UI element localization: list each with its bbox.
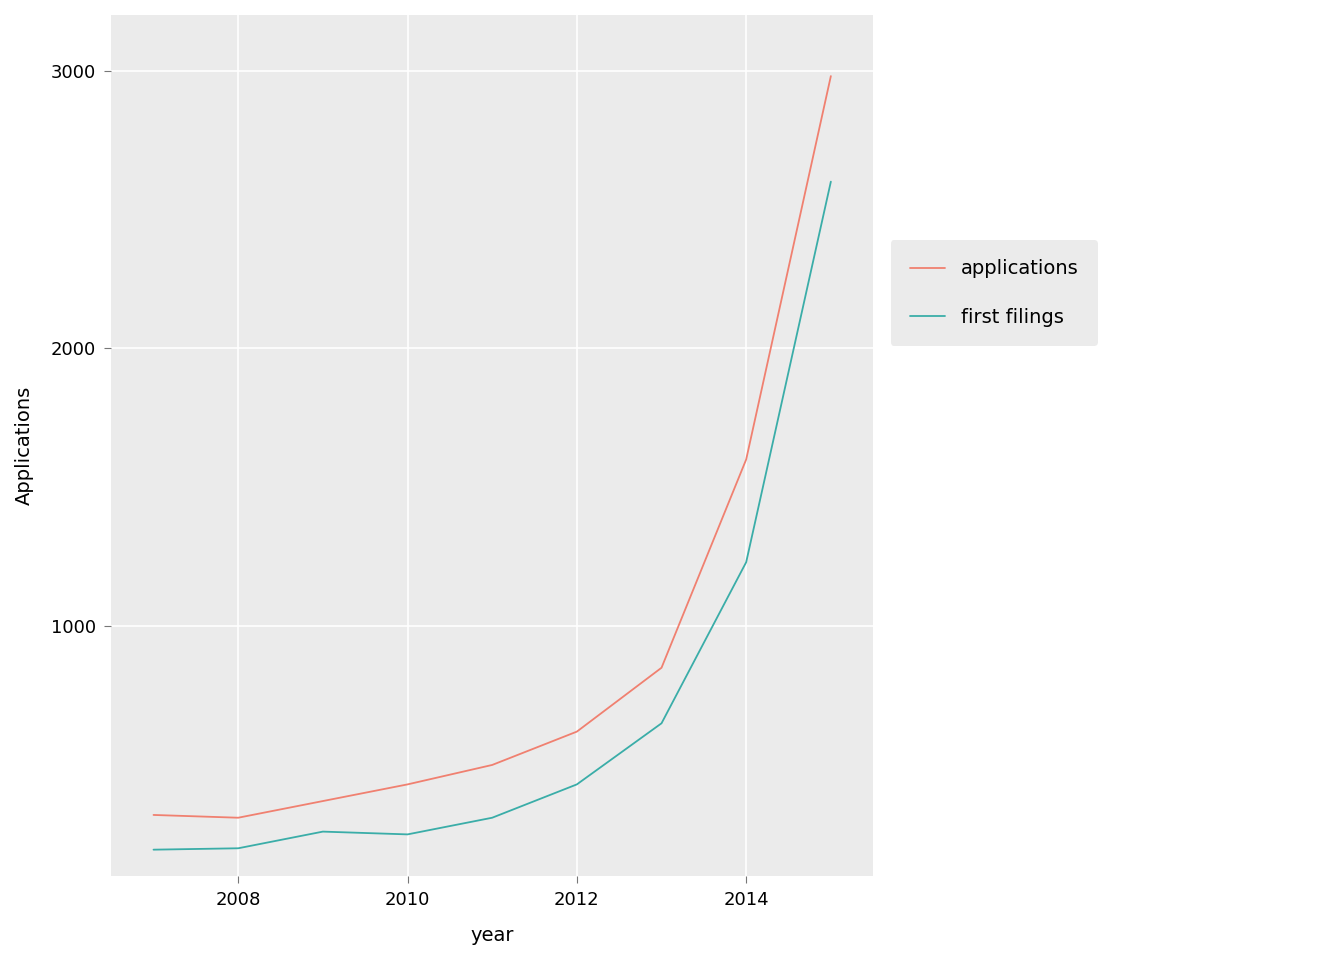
applications xyxy=(653,662,669,674)
applications xyxy=(484,759,500,771)
applications xyxy=(399,779,415,790)
X-axis label: year: year xyxy=(470,926,513,945)
applications xyxy=(823,70,839,82)
first filings xyxy=(569,779,585,790)
first filings xyxy=(314,826,331,837)
applications xyxy=(738,454,754,466)
first filings xyxy=(230,843,246,854)
Y-axis label: Applications: Applications xyxy=(15,386,34,505)
applications xyxy=(314,795,331,806)
first filings xyxy=(484,812,500,824)
first filings xyxy=(653,717,669,729)
Line: first filings: first filings xyxy=(153,181,831,850)
first filings xyxy=(399,828,415,840)
first filings xyxy=(738,557,754,568)
first filings xyxy=(823,176,839,187)
first filings xyxy=(145,844,161,855)
Legend: applications, first filings: applications, first filings xyxy=(891,240,1098,346)
applications xyxy=(145,809,161,821)
Line: applications: applications xyxy=(153,76,831,818)
applications xyxy=(569,726,585,737)
applications xyxy=(230,812,246,824)
